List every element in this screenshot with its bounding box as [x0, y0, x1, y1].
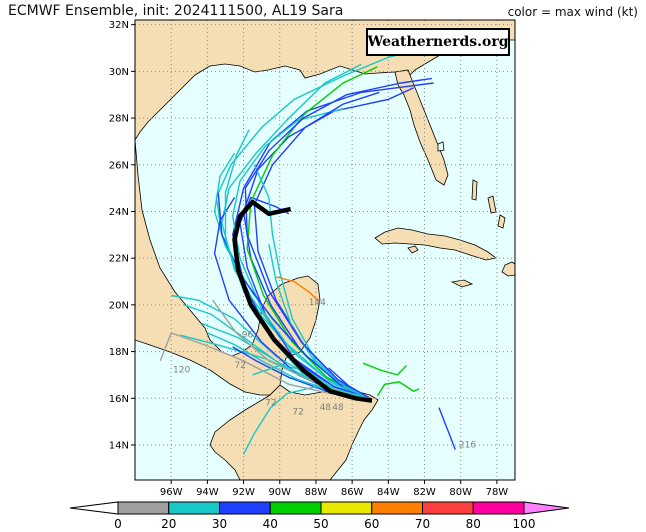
- colorbar-label: 80: [466, 517, 481, 531]
- ensemble-member-track: [253, 164, 371, 399]
- lon-tick-label: 96W: [160, 487, 183, 498]
- colorbar-label: 40: [263, 517, 278, 531]
- colorbar-segment: [117, 501, 170, 515]
- ensemble-member-track: [201, 322, 371, 399]
- lake-okeechobee: [437, 141, 445, 152]
- land-florida: [394, 69, 449, 186]
- forecast-hour-labels: 120 72 72 144 48 48 216 72 96: [173, 298, 476, 450]
- colorbar-segment: [371, 501, 423, 515]
- land-bahamas-1: [471, 179, 478, 201]
- colorbar-segment: [320, 501, 373, 515]
- forecast-hour-label: 72: [265, 398, 276, 408]
- colorbar-label: 0: [114, 517, 122, 531]
- land-isla-juventud: [407, 245, 419, 254]
- land-mexico: [135, 139, 321, 396]
- brand-logo-box: Weathernerds.org: [366, 28, 510, 56]
- color-legend-caption: color = max wind (kt): [507, 5, 638, 19]
- colorbar-min-arrow: [69, 501, 119, 515]
- ensemble-member-track: [244, 77, 432, 399]
- ensemble-member-track: [376, 381, 420, 397]
- lon-tick-label: 90W: [268, 487, 291, 498]
- colorbar-max-arrow: [523, 501, 570, 515]
- lat-tick-label: 24N: [109, 207, 129, 218]
- ensemble-mean-track: [232, 199, 373, 403]
- colorbar-segment: [168, 501, 220, 515]
- lat-tick-label: 30N: [109, 67, 129, 78]
- lon-tick-label: 80W: [449, 487, 472, 498]
- lon-tick-label: 86W: [341, 487, 364, 498]
- ensemble-member-track: [246, 66, 378, 399]
- page-title: ECMWF Ensemble, init: 2024111500, AL19 S…: [8, 3, 344, 19]
- forecast-hour-label: 48: [320, 403, 332, 413]
- forecast-hour-label: 96: [242, 331, 254, 341]
- colorbar-segment: [422, 501, 474, 515]
- forecast-hour-label: 48: [332, 403, 344, 413]
- forecast-hour-label: 120: [173, 366, 190, 376]
- forecast-hour-label: 72: [235, 361, 246, 371]
- colorbar-segment: [472, 501, 525, 515]
- land-jamaica: [450, 279, 474, 288]
- lon-tick-label: 84W: [377, 487, 400, 498]
- lat-tick-label: 26N: [109, 160, 129, 171]
- lon-tick-label: 82W: [413, 487, 436, 498]
- lat-lon-grid: [135, 20, 515, 480]
- lat-tick-label: 14N: [109, 440, 129, 451]
- colorbar-label: 30: [212, 517, 227, 531]
- lon-tick-label: 92W: [232, 487, 255, 498]
- ensemble-tracks: [159, 47, 456, 455]
- lat-tick-label: 18N: [109, 347, 129, 358]
- lat-tick-label: 28N: [109, 114, 129, 125]
- land-bahamas-2: [487, 195, 497, 214]
- ensemble-member-track: [438, 407, 456, 450]
- lat-tick-label: 16N: [109, 394, 129, 405]
- colorbar-label: 70: [415, 517, 430, 531]
- land-bahamas-3: [497, 214, 506, 229]
- lon-tick-label: 94W: [196, 487, 219, 498]
- forecast-hour-label: 72: [292, 408, 303, 418]
- ensemble-member-track: [217, 192, 371, 399]
- colorbar-label: 60: [364, 517, 379, 531]
- lon-tick-label: 78W: [486, 487, 509, 498]
- colorbar-segment: [269, 501, 322, 515]
- ensemble-member-track: [231, 82, 434, 399]
- forecast-hour-label: 216: [459, 440, 476, 450]
- lat-tick-label: 32N: [109, 20, 129, 31]
- forecast-hour-label: 144: [309, 298, 326, 308]
- plot-frame: [134, 19, 516, 481]
- ensemble-member-track: [239, 196, 371, 399]
- axis-labels: 14N 16N 18N 20N 22N 24N 26N 28N 30N 32N 96W 94W 92W 9…: [109, 20, 509, 498]
- lon-tick-label: 88W: [305, 487, 328, 498]
- lat-tick-label: 20N: [109, 300, 129, 311]
- colorbar-label: 50: [313, 517, 328, 531]
- ensemble-member-track: [362, 362, 407, 376]
- colorbar-label: 100: [513, 517, 536, 531]
- colorbar: 0 20 30 40 50 60 70 80 100: [69, 501, 570, 531]
- lat-tick-label: 22N: [109, 254, 129, 265]
- colorbar-segment: [219, 501, 271, 515]
- land-hispaniola: [501, 261, 515, 277]
- colorbar-label: 20: [161, 517, 176, 531]
- ensemble-member-track: [275, 276, 321, 303]
